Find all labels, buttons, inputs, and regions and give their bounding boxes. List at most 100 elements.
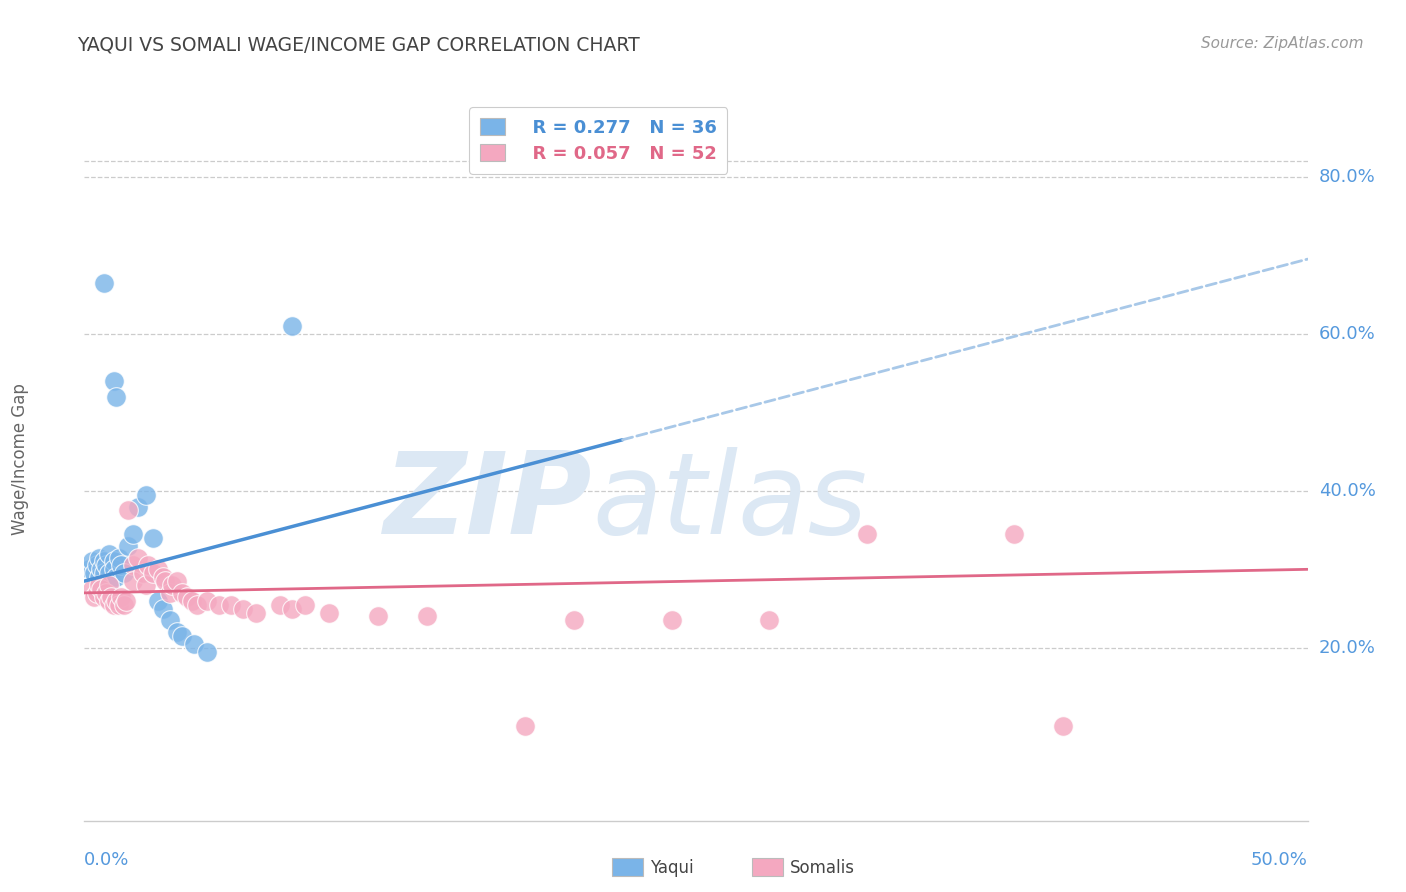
Point bbox=[146, 593, 169, 607]
Point bbox=[416, 609, 439, 624]
Point bbox=[86, 586, 108, 600]
Point bbox=[122, 527, 145, 541]
Point bbox=[80, 554, 103, 568]
Point bbox=[195, 645, 218, 659]
Text: 40.0%: 40.0% bbox=[1319, 482, 1375, 500]
Point bbox=[87, 570, 110, 584]
Point bbox=[195, 593, 218, 607]
Point bbox=[103, 562, 125, 576]
Point bbox=[152, 570, 174, 584]
Point bbox=[87, 578, 110, 592]
Point bbox=[159, 613, 181, 627]
Text: 20.0%: 20.0% bbox=[1319, 639, 1375, 657]
Point bbox=[176, 590, 198, 604]
Point bbox=[172, 586, 194, 600]
Text: 80.0%: 80.0% bbox=[1319, 168, 1375, 186]
Point bbox=[97, 547, 120, 561]
Point bbox=[97, 578, 120, 592]
Point bbox=[219, 598, 242, 612]
Point bbox=[1002, 527, 1025, 541]
Point bbox=[269, 598, 291, 612]
Point bbox=[152, 601, 174, 615]
Point bbox=[107, 598, 129, 612]
Point bbox=[132, 566, 155, 581]
Text: 0.0%: 0.0% bbox=[84, 851, 129, 869]
Point bbox=[1052, 719, 1074, 733]
Text: Yaqui: Yaqui bbox=[650, 859, 693, 877]
Point bbox=[87, 550, 110, 565]
Point bbox=[86, 558, 108, 573]
Point bbox=[103, 554, 125, 568]
Point bbox=[127, 500, 149, 514]
Point bbox=[159, 586, 181, 600]
Point bbox=[758, 613, 780, 627]
Point bbox=[83, 566, 105, 581]
Point bbox=[112, 598, 135, 612]
Point bbox=[96, 586, 118, 600]
Point bbox=[103, 374, 125, 388]
Point bbox=[105, 593, 128, 607]
Text: YAQUI VS SOMALI WAGE/INCOME GAP CORRELATION CHART: YAQUI VS SOMALI WAGE/INCOME GAP CORRELAT… bbox=[77, 36, 640, 54]
Point bbox=[245, 606, 267, 620]
Point bbox=[162, 578, 184, 592]
Point bbox=[181, 593, 204, 607]
Point bbox=[318, 606, 340, 620]
Point bbox=[117, 539, 139, 553]
Point bbox=[90, 582, 112, 596]
Point bbox=[90, 578, 112, 592]
Text: ZIP: ZIP bbox=[384, 447, 592, 558]
Point bbox=[105, 390, 128, 404]
Point bbox=[367, 609, 389, 624]
Point bbox=[183, 637, 205, 651]
Text: Somalis: Somalis bbox=[790, 859, 855, 877]
Point bbox=[100, 574, 122, 588]
Point bbox=[97, 566, 120, 581]
Point bbox=[127, 550, 149, 565]
Point bbox=[562, 613, 585, 627]
Point bbox=[117, 503, 139, 517]
Point bbox=[93, 590, 115, 604]
Text: atlas: atlas bbox=[592, 447, 868, 558]
Point bbox=[281, 601, 304, 615]
Point bbox=[80, 582, 103, 596]
Point bbox=[294, 598, 316, 612]
Point bbox=[77, 562, 100, 576]
Text: Wage/Income Gap: Wage/Income Gap bbox=[11, 384, 28, 535]
Point bbox=[122, 558, 145, 573]
Point bbox=[166, 625, 188, 640]
Point bbox=[166, 574, 188, 588]
Point bbox=[105, 570, 128, 584]
Point bbox=[110, 558, 132, 573]
Point bbox=[107, 550, 129, 565]
Point bbox=[135, 578, 157, 592]
Point bbox=[97, 593, 120, 607]
Text: Source: ZipAtlas.com: Source: ZipAtlas.com bbox=[1201, 36, 1364, 51]
Point bbox=[93, 566, 115, 581]
Point bbox=[146, 562, 169, 576]
Point bbox=[93, 554, 115, 568]
Point bbox=[208, 598, 231, 612]
Point bbox=[856, 527, 879, 541]
Point bbox=[135, 488, 157, 502]
Point bbox=[142, 566, 165, 581]
Point bbox=[103, 598, 125, 612]
Point bbox=[186, 598, 208, 612]
Point bbox=[112, 566, 135, 581]
Text: 50.0%: 50.0% bbox=[1251, 851, 1308, 869]
Point bbox=[136, 558, 159, 573]
Point bbox=[661, 613, 683, 627]
Point bbox=[115, 593, 138, 607]
Legend:   R = 0.277   N = 36,   R = 0.057   N = 52: R = 0.277 N = 36, R = 0.057 N = 52 bbox=[470, 107, 727, 174]
Point bbox=[172, 629, 194, 643]
Point bbox=[142, 531, 165, 545]
Point bbox=[96, 558, 118, 573]
Point bbox=[513, 719, 536, 733]
Point bbox=[100, 590, 122, 604]
Point bbox=[93, 276, 115, 290]
Point bbox=[281, 318, 304, 333]
Point bbox=[110, 590, 132, 604]
Point bbox=[90, 562, 112, 576]
Text: 60.0%: 60.0% bbox=[1319, 325, 1375, 343]
Point bbox=[122, 574, 145, 588]
Point bbox=[153, 574, 176, 588]
